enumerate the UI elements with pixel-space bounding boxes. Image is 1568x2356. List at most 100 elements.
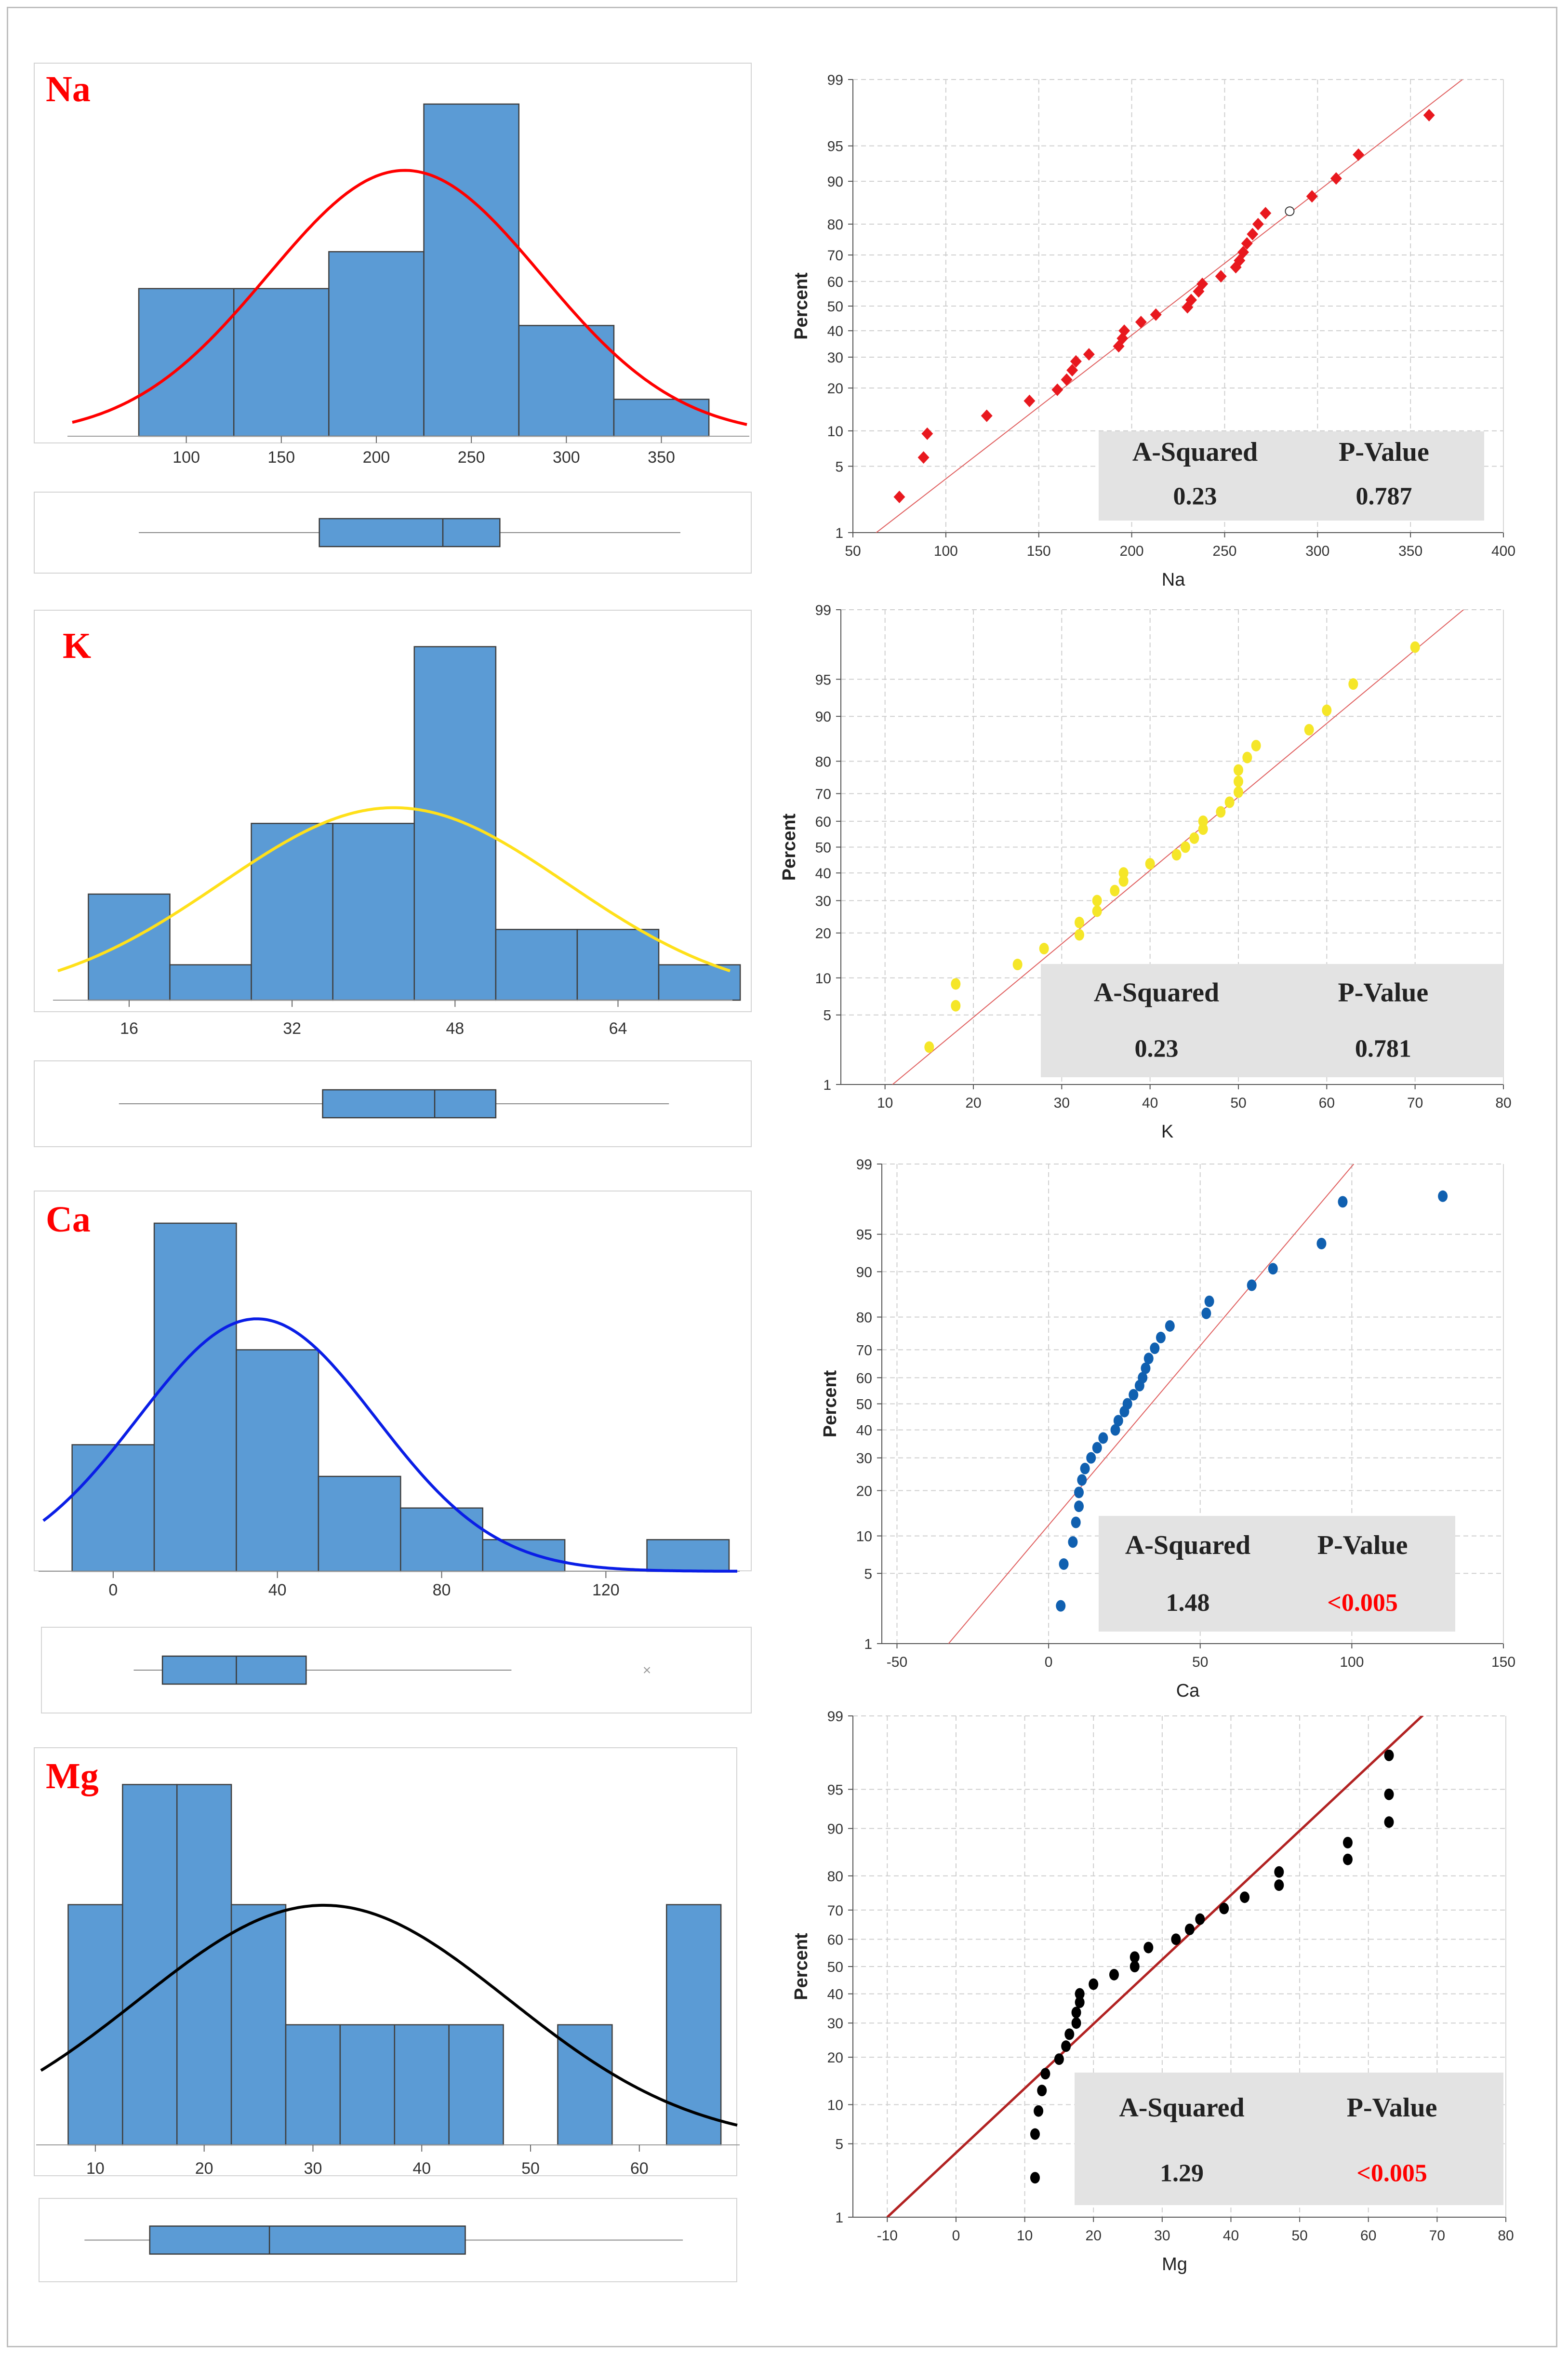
data-point — [1092, 895, 1102, 907]
data-point — [1071, 2007, 1081, 2019]
data-point — [1068, 1536, 1078, 1548]
histogram-bar — [332, 823, 415, 1001]
element-label: K — [63, 626, 91, 666]
data-point — [1348, 678, 1358, 690]
x-tick-label: 100 — [934, 543, 958, 559]
histogram-bar — [576, 929, 660, 1001]
y-tick-label: 50 — [827, 1959, 843, 1975]
data-point — [1129, 1951, 1140, 1963]
y-tick-label: 30 — [827, 2016, 843, 2032]
data-point — [1410, 641, 1420, 653]
data-point — [1039, 943, 1049, 955]
x-tick-label: 250 — [458, 448, 485, 467]
data-point — [1145, 858, 1155, 870]
p-value-label: P-Value — [1339, 437, 1429, 467]
data-point — [1234, 776, 1243, 788]
y-tick-label: 90 — [827, 1821, 843, 1837]
a-squared-value: 1.29 — [1160, 2160, 1204, 2187]
histogram-bar — [413, 646, 497, 1001]
data-point — [1064, 2028, 1075, 2040]
x-tick-label: 50 — [845, 543, 861, 559]
data-point — [1201, 1307, 1211, 1319]
boxplot-box — [149, 2225, 466, 2255]
data-point — [1306, 190, 1318, 203]
data-point — [1143, 1941, 1154, 1954]
data-point — [1196, 278, 1209, 291]
data-point — [1110, 1424, 1120, 1436]
y-tick-label: 60 — [827, 1932, 843, 1948]
p-value-label: P-Value — [1338, 978, 1429, 1008]
y-tick-label: 95 — [827, 139, 843, 155]
data-point — [1184, 1923, 1195, 1935]
y-tick-label: 99 — [827, 1709, 843, 1725]
y-tick-label: 90 — [827, 174, 843, 190]
y-axis-label: Percent — [779, 813, 799, 881]
x-axis-label: Mg — [1162, 2254, 1187, 2275]
fitted-normal-curve — [57, 806, 731, 973]
data-point — [1135, 316, 1147, 329]
x-tick-label: 50 — [1192, 1654, 1208, 1670]
x-tick-label: 40 — [412, 2159, 431, 2178]
x-tick-label: 200 — [1120, 543, 1144, 559]
data-point — [1138, 1372, 1148, 1384]
ca-probability-plot: 1 5 10 20 30 40 50 60 70 80 90 95 99 -50 0 50 100 150 Ca Pe… — [820, 1157, 1515, 1701]
element-label: Na — [46, 69, 91, 109]
element-label: Mg — [46, 1756, 99, 1796]
data-point — [1030, 2172, 1040, 2184]
data-point — [1438, 1190, 1448, 1202]
data-point — [1234, 786, 1243, 798]
y-tick-label: 95 — [815, 672, 831, 688]
fitted-reference-line — [948, 1164, 1355, 1644]
data-point — [924, 1041, 934, 1053]
data-point — [893, 490, 905, 503]
x-tick-label: 300 — [553, 448, 580, 467]
y-tick-label: 99 — [827, 72, 843, 88]
data-point — [1165, 1320, 1175, 1332]
mg-histogram-panel: 10 20 30 40 50 60 Mg — [34, 1747, 740, 2282]
fitted-normal-curve — [42, 1317, 737, 1573]
stats-box — [1075, 2073, 1503, 2205]
x-tick-label: 40 — [268, 1581, 287, 1599]
histogram-bar — [318, 1475, 401, 1572]
data-point — [1181, 841, 1190, 853]
data-point — [1023, 394, 1036, 407]
y-tick-label: 1 — [823, 1077, 831, 1093]
y-tick-label: 50 — [827, 299, 843, 315]
x-tick-label: 80 — [433, 1581, 451, 1599]
histogram-bar — [613, 399, 710, 437]
data-point — [1056, 1600, 1066, 1612]
y-tick-label: 5 — [835, 2137, 843, 2153]
p-value-value: 0.787 — [1356, 483, 1412, 510]
data-point — [1066, 364, 1078, 377]
data-point — [1342, 1853, 1353, 1865]
na-histogram-panel: 100 150 200 250 300 350 Na — [34, 63, 752, 574]
fitted-reference-line — [886, 1716, 1424, 2217]
histogram-bar — [665, 1904, 722, 2146]
x-tick-label: -10 — [877, 2228, 898, 2244]
data-point — [1384, 1816, 1394, 1828]
y-tick-label: 40 — [827, 323, 843, 339]
x-tick-label: -50 — [887, 1654, 907, 1670]
data-point — [1193, 285, 1205, 298]
data-point — [1129, 1389, 1139, 1401]
y-tick-label: 5 — [835, 459, 843, 475]
p-value-label: P-Value — [1317, 1530, 1408, 1560]
fitted-reference-line — [875, 80, 1463, 533]
x-tick-label: 350 — [648, 448, 675, 467]
y-tick-label: 99 — [815, 602, 831, 618]
data-point — [1240, 1891, 1249, 1903]
data-point — [1241, 237, 1253, 250]
data-point — [1092, 1442, 1102, 1454]
data-point — [1185, 294, 1197, 307]
x-tick-label: 64 — [609, 1019, 627, 1038]
y-tick-label: 10 — [827, 424, 843, 440]
x-tick-label: 0 — [108, 1581, 118, 1599]
histogram-bar — [394, 2024, 450, 2146]
boxplot-box — [319, 518, 501, 548]
data-point — [1215, 270, 1227, 283]
na-probability-plot: 1 5 10 20 30 40 50 60 70 80 90 95 99 50 100 150 200 250 30… — [791, 72, 1515, 590]
data-point — [1384, 1749, 1394, 1761]
x-tick-label: 350 — [1398, 543, 1422, 559]
y-tick-label: 70 — [827, 1903, 843, 1919]
data-point — [1189, 832, 1199, 844]
